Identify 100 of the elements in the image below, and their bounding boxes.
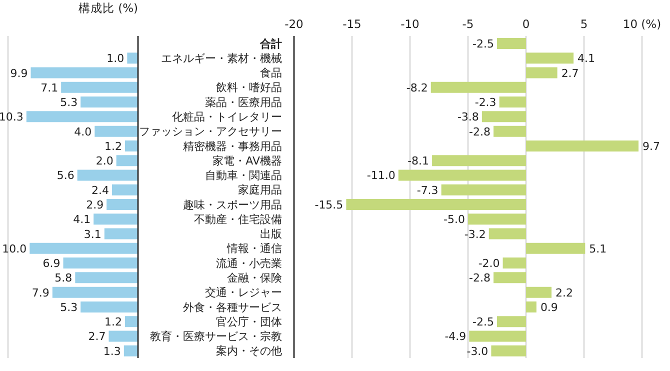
y-tick-label: 出版: [260, 228, 282, 241]
bar: [499, 96, 526, 108]
data-label: -2.8: [469, 272, 491, 285]
bar: [469, 330, 526, 342]
data-label: -8.1: [408, 154, 430, 168]
y-tick-label: ファッション・アクセサリー: [139, 125, 282, 138]
bar: [526, 242, 586, 254]
bar: [494, 126, 526, 137]
bar: [30, 242, 138, 254]
y-tick-label: 薬品・医療用品: [205, 96, 282, 109]
data-label: -3.8: [457, 110, 479, 124]
bar: [494, 272, 526, 284]
bar: [124, 345, 138, 356]
bar: [125, 316, 138, 328]
x-tick-label: -10: [400, 17, 420, 31]
bar: [94, 214, 138, 225]
x-tick-label: -15: [342, 17, 362, 31]
bar: [112, 184, 138, 196]
data-label: 2.0: [96, 154, 114, 168]
bar: [108, 330, 138, 342]
bar: [127, 52, 138, 64]
bar: [80, 96, 138, 108]
y-tick-label: 精密機器・事務用品: [183, 140, 282, 153]
data-label: 1.2: [104, 316, 122, 329]
data-label: 10.3: [0, 110, 24, 124]
y-tick-label: 合計: [259, 37, 282, 50]
bar: [52, 286, 138, 298]
y-tick-label: 案内・その他: [216, 344, 282, 358]
bar: [497, 316, 526, 328]
data-label: 4.0: [74, 125, 92, 138]
data-label: 1.3: [103, 344, 121, 358]
data-label: -3.2: [464, 228, 486, 241]
data-label: 2.9: [86, 198, 104, 212]
data-label: 4.1: [578, 52, 596, 66]
y-tick-label: 外食・各種サービス: [183, 300, 282, 314]
data-label: -3.0: [466, 344, 488, 358]
bar: [104, 228, 138, 240]
data-label: 5.3: [60, 96, 78, 110]
data-label: 6.9: [42, 257, 60, 270]
data-label: -8.2: [406, 81, 428, 94]
y-tick-label: 趣味・スポーツ用品: [183, 198, 282, 212]
data-label: -2.3: [474, 96, 496, 110]
data-label: 2.7: [88, 330, 106, 344]
data-label: 2.4: [92, 184, 109, 197]
bar: [526, 140, 639, 152]
y-tick-label: 家電・AV機器: [212, 154, 282, 168]
data-label: 5.6: [56, 169, 74, 182]
bar: [526, 286, 552, 298]
y-tick-label: 教育・医療サービス・宗教: [150, 330, 282, 344]
y-tick-label: 化粧品・トイレタリー: [172, 110, 282, 124]
data-label: 9.9: [10, 66, 28, 80]
data-label: 2.7: [561, 66, 579, 80]
data-label: 5.1: [589, 242, 607, 256]
bar: [125, 140, 138, 152]
data-label: 10.0: [2, 242, 27, 256]
y-tick-label: 飲料・嗜好品: [216, 81, 282, 94]
x-tick-label: 5: [580, 17, 588, 31]
bar: [26, 111, 138, 122]
y-tick-label: 不動産・住宅設備: [194, 212, 282, 226]
bar: [526, 301, 536, 312]
data-label: -4.9: [444, 330, 466, 344]
y-tick-label: エネルギー・素材・機械: [161, 52, 282, 65]
data-label: 5.8: [54, 272, 72, 285]
bar: [77, 170, 138, 181]
data-label: 3.1: [84, 228, 102, 241]
x-tick-label: 10 (%): [622, 17, 662, 31]
data-label: -7.3: [416, 184, 438, 197]
bar: [398, 170, 526, 181]
bar: [502, 258, 526, 269]
bar: [61, 82, 138, 93]
y-tick-label: 交通・レジャー: [205, 286, 282, 300]
y-tick-label: 自動車・関連品: [205, 169, 282, 182]
data-label: 0.9: [540, 300, 558, 314]
bar: [491, 345, 526, 356]
data-label: -15.5: [314, 198, 344, 212]
data-label: -5.0: [444, 213, 465, 226]
y-tick-label: 食品: [260, 66, 282, 80]
x-tick-label: -5: [462, 17, 474, 31]
y-tick-label: 流通・小売業: [216, 256, 282, 270]
y-tick-label: 官公庁・団体: [216, 315, 282, 328]
data-label: 2.2: [556, 286, 574, 300]
data-label: 7.9: [32, 286, 50, 300]
bar: [75, 272, 138, 284]
bar: [497, 38, 526, 49]
data-label: -2.0: [478, 257, 500, 270]
bar: [80, 301, 138, 312]
bar: [30, 67, 138, 78]
bar: [63, 258, 138, 269]
bar: [526, 67, 558, 78]
data-label: 1.2: [104, 140, 122, 153]
bar: [488, 228, 526, 240]
data-label: -2.8: [469, 125, 491, 138]
data-label: -2.5: [472, 38, 494, 50]
bar: [106, 199, 138, 210]
y-tick-label: 情報・通信: [226, 242, 282, 256]
data-label: 4.1: [73, 213, 91, 226]
y-tick-label: 家庭用品: [238, 184, 282, 197]
bar: [430, 82, 526, 93]
bar: [526, 52, 574, 64]
bar: [468, 214, 526, 225]
